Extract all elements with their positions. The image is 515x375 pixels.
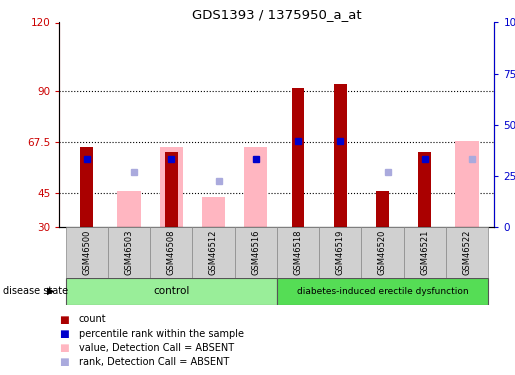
Bar bbox=[277, 227, 319, 278]
Bar bbox=[65, 227, 108, 278]
Text: ■: ■ bbox=[59, 343, 69, 353]
Text: value, Detection Call = ABSENT: value, Detection Call = ABSENT bbox=[79, 343, 234, 353]
Bar bbox=[150, 227, 192, 278]
Title: GDS1393 / 1375950_a_at: GDS1393 / 1375950_a_at bbox=[192, 8, 362, 21]
Bar bbox=[202, 197, 225, 227]
Bar bbox=[80, 147, 93, 227]
Bar bbox=[160, 147, 183, 227]
Bar bbox=[291, 88, 304, 227]
Text: ■: ■ bbox=[59, 357, 69, 367]
Text: GSM46518: GSM46518 bbox=[294, 230, 302, 275]
Bar bbox=[446, 227, 488, 278]
Text: GSM46522: GSM46522 bbox=[462, 230, 471, 275]
Bar bbox=[404, 227, 446, 278]
Bar bbox=[376, 190, 389, 227]
Bar bbox=[234, 227, 277, 278]
Bar bbox=[319, 227, 362, 278]
Text: ▶: ▶ bbox=[47, 286, 55, 296]
Text: GSM46512: GSM46512 bbox=[209, 230, 218, 275]
Text: GSM46519: GSM46519 bbox=[336, 230, 345, 275]
Text: control: control bbox=[153, 286, 190, 296]
Text: rank, Detection Call = ABSENT: rank, Detection Call = ABSENT bbox=[79, 357, 229, 367]
Text: percentile rank within the sample: percentile rank within the sample bbox=[79, 329, 244, 339]
Bar bbox=[362, 227, 404, 278]
Text: GSM46520: GSM46520 bbox=[378, 230, 387, 275]
Text: GSM46500: GSM46500 bbox=[82, 230, 91, 275]
Bar bbox=[277, 278, 488, 304]
Text: GSM46516: GSM46516 bbox=[251, 230, 260, 275]
Text: ■: ■ bbox=[59, 315, 69, 324]
Text: count: count bbox=[79, 315, 107, 324]
Text: diabetes-induced erectile dysfunction: diabetes-induced erectile dysfunction bbox=[297, 286, 468, 296]
Text: GSM46521: GSM46521 bbox=[420, 230, 429, 275]
Bar bbox=[455, 141, 478, 227]
Bar bbox=[334, 84, 347, 227]
Text: disease state: disease state bbox=[3, 286, 67, 296]
Bar bbox=[165, 152, 178, 227]
Bar bbox=[108, 227, 150, 278]
Text: ■: ■ bbox=[59, 329, 69, 339]
Bar bbox=[244, 147, 267, 227]
Text: GSM46508: GSM46508 bbox=[167, 230, 176, 275]
Bar bbox=[192, 227, 234, 278]
Bar bbox=[65, 278, 277, 304]
Text: GSM46503: GSM46503 bbox=[125, 230, 133, 275]
Bar bbox=[117, 190, 141, 227]
Bar bbox=[418, 152, 431, 227]
